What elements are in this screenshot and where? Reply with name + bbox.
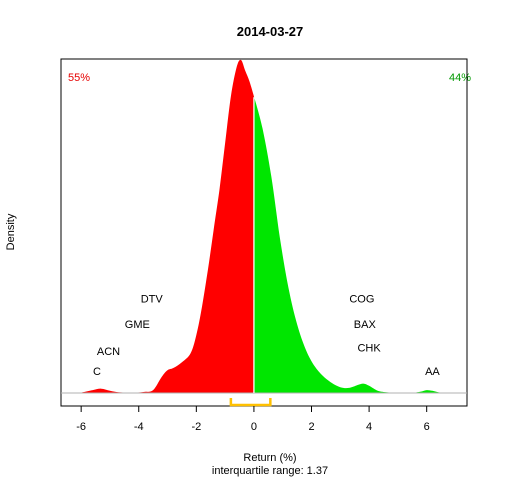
x-tick-label: -6	[76, 421, 86, 433]
density-positive-area	[253, 96, 444, 393]
plot-area: -6 -4 -2 0 2 4 6 C ACN GME DTV COG BAX CHK AA	[60, 58, 468, 433]
ticker-annotation: AA	[425, 366, 440, 378]
density-negative-area	[81, 59, 254, 394]
chart-title: 2014-03-27	[237, 24, 304, 39]
x-tick-label: 2	[308, 421, 314, 433]
y-axis-label: Density	[5, 213, 17, 250]
ticker-annotation: COG	[349, 294, 374, 306]
iqr-bracket	[229, 398, 272, 407]
ticker-annotation: DTV	[141, 294, 164, 306]
x-axis-label: Return (%)	[243, 452, 296, 464]
negative-share-label: 55%	[68, 72, 90, 84]
x-tick-label: 4	[366, 421, 372, 433]
positive-share-label: 44%	[449, 72, 471, 84]
chart-subtitle: interquartile range: 1.37	[212, 465, 328, 477]
x-tick-label: -4	[134, 421, 144, 433]
ticker-annotation: C	[93, 366, 101, 378]
x-tick-label: 6	[424, 421, 430, 433]
x-tick-label: -2	[191, 421, 201, 433]
ticker-annotation: CHK	[357, 342, 381, 354]
ticker-annotation: BAX	[354, 319, 377, 331]
x-tick-label: 0	[251, 421, 257, 433]
ticker-annotation: GME	[125, 319, 150, 331]
ticker-annotation: ACN	[97, 346, 120, 358]
